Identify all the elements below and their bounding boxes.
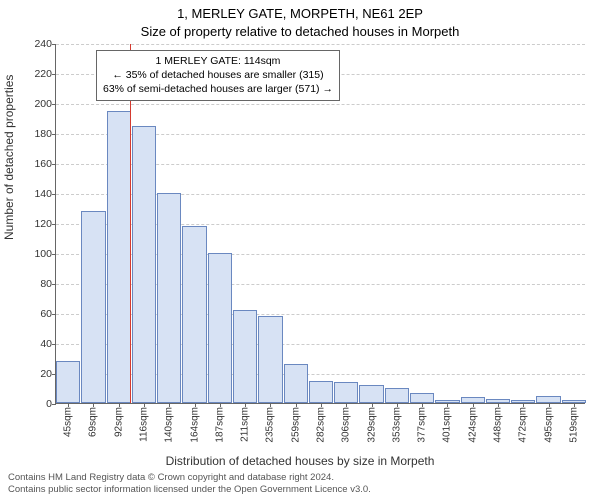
histogram-bar [359,385,383,403]
annotation-box: 1 MERLEY GATE: 114sqm ← 35% of detached … [96,50,340,101]
y-tick-label: 120 [34,218,52,230]
x-tick-label: 495sqm [543,407,554,443]
annotation-line3: 63% of semi-detached houses are larger (… [103,82,333,96]
histogram-bar [157,193,181,403]
x-tick-label: 353sqm [391,407,402,443]
histogram-bar [284,364,308,403]
histogram-bar [410,393,434,404]
x-tick-label: 69sqm [88,407,99,437]
x-axis-label: Distribution of detached houses by size … [0,454,600,468]
x-tick-label: 519sqm [568,407,579,443]
histogram-bar [385,388,409,403]
annotation-line2: ← 35% of detached houses are smaller (31… [103,68,333,82]
histogram-bar [536,396,560,404]
gridline [56,44,585,45]
footer-line2: Contains public sector information licen… [8,484,592,496]
footer-line1: Contains HM Land Registry data © Crown c… [8,472,592,484]
histogram-bar [132,126,156,404]
x-tick-label: 329sqm [366,407,377,443]
x-tick-label: 282sqm [316,407,327,443]
histogram-bar [182,226,206,403]
histogram-bar [56,361,80,403]
x-tick-label: 45sqm [63,407,74,437]
y-tick-label: 200 [34,98,52,110]
histogram-bar [233,310,257,403]
x-tick-label: 187sqm [214,407,225,443]
histogram-bar [81,211,105,403]
x-tick-label: 448sqm [493,407,504,443]
title-address: 1, MERLEY GATE, MORPETH, NE61 2EP [0,6,600,21]
y-tick-label: 100 [34,248,52,260]
gridline [56,104,585,105]
histogram-bar [208,253,232,403]
y-tick-label: 240 [34,38,52,50]
annotation-line1: 1 MERLEY GATE: 114sqm [103,54,333,68]
y-tick-label: 160 [34,158,52,170]
x-tick-label: 472sqm [518,407,529,443]
y-tick-label: 220 [34,68,52,80]
footer: Contains HM Land Registry data © Crown c… [8,472,592,496]
x-tick-label: 235sqm [265,407,276,443]
y-tick-label: 140 [34,188,52,200]
y-tick-label: 0 [46,398,52,410]
x-tick-label: 259sqm [290,407,301,443]
y-tick-label: 60 [40,308,52,320]
plot-area: 02040608010012014016018020022024045sqm69… [55,44,585,404]
histogram-bar [334,382,358,403]
x-tick-label: 164sqm [189,407,200,443]
histogram-bar [309,381,333,404]
title-subtitle: Size of property relative to detached ho… [0,24,600,39]
x-tick-label: 424sqm [467,407,478,443]
chart-container: 1, MERLEY GATE, MORPETH, NE61 2EP Size o… [0,0,600,500]
x-tick-label: 377sqm [417,407,428,443]
histogram-bar [258,316,282,403]
y-axis-label: Number of detached properties [2,75,16,240]
x-tick-label: 211sqm [240,407,251,442]
x-tick-label: 92sqm [113,407,124,437]
y-tick-label: 20 [40,368,52,380]
x-tick-label: 401sqm [442,407,453,443]
y-tick-label: 40 [40,338,52,350]
y-tick-label: 180 [34,128,52,140]
x-tick-label: 306sqm [341,407,352,443]
histogram-bar [107,111,131,404]
y-tick-label: 80 [40,278,52,290]
x-tick-label: 140sqm [164,407,175,443]
x-tick-label: 116sqm [139,407,150,442]
